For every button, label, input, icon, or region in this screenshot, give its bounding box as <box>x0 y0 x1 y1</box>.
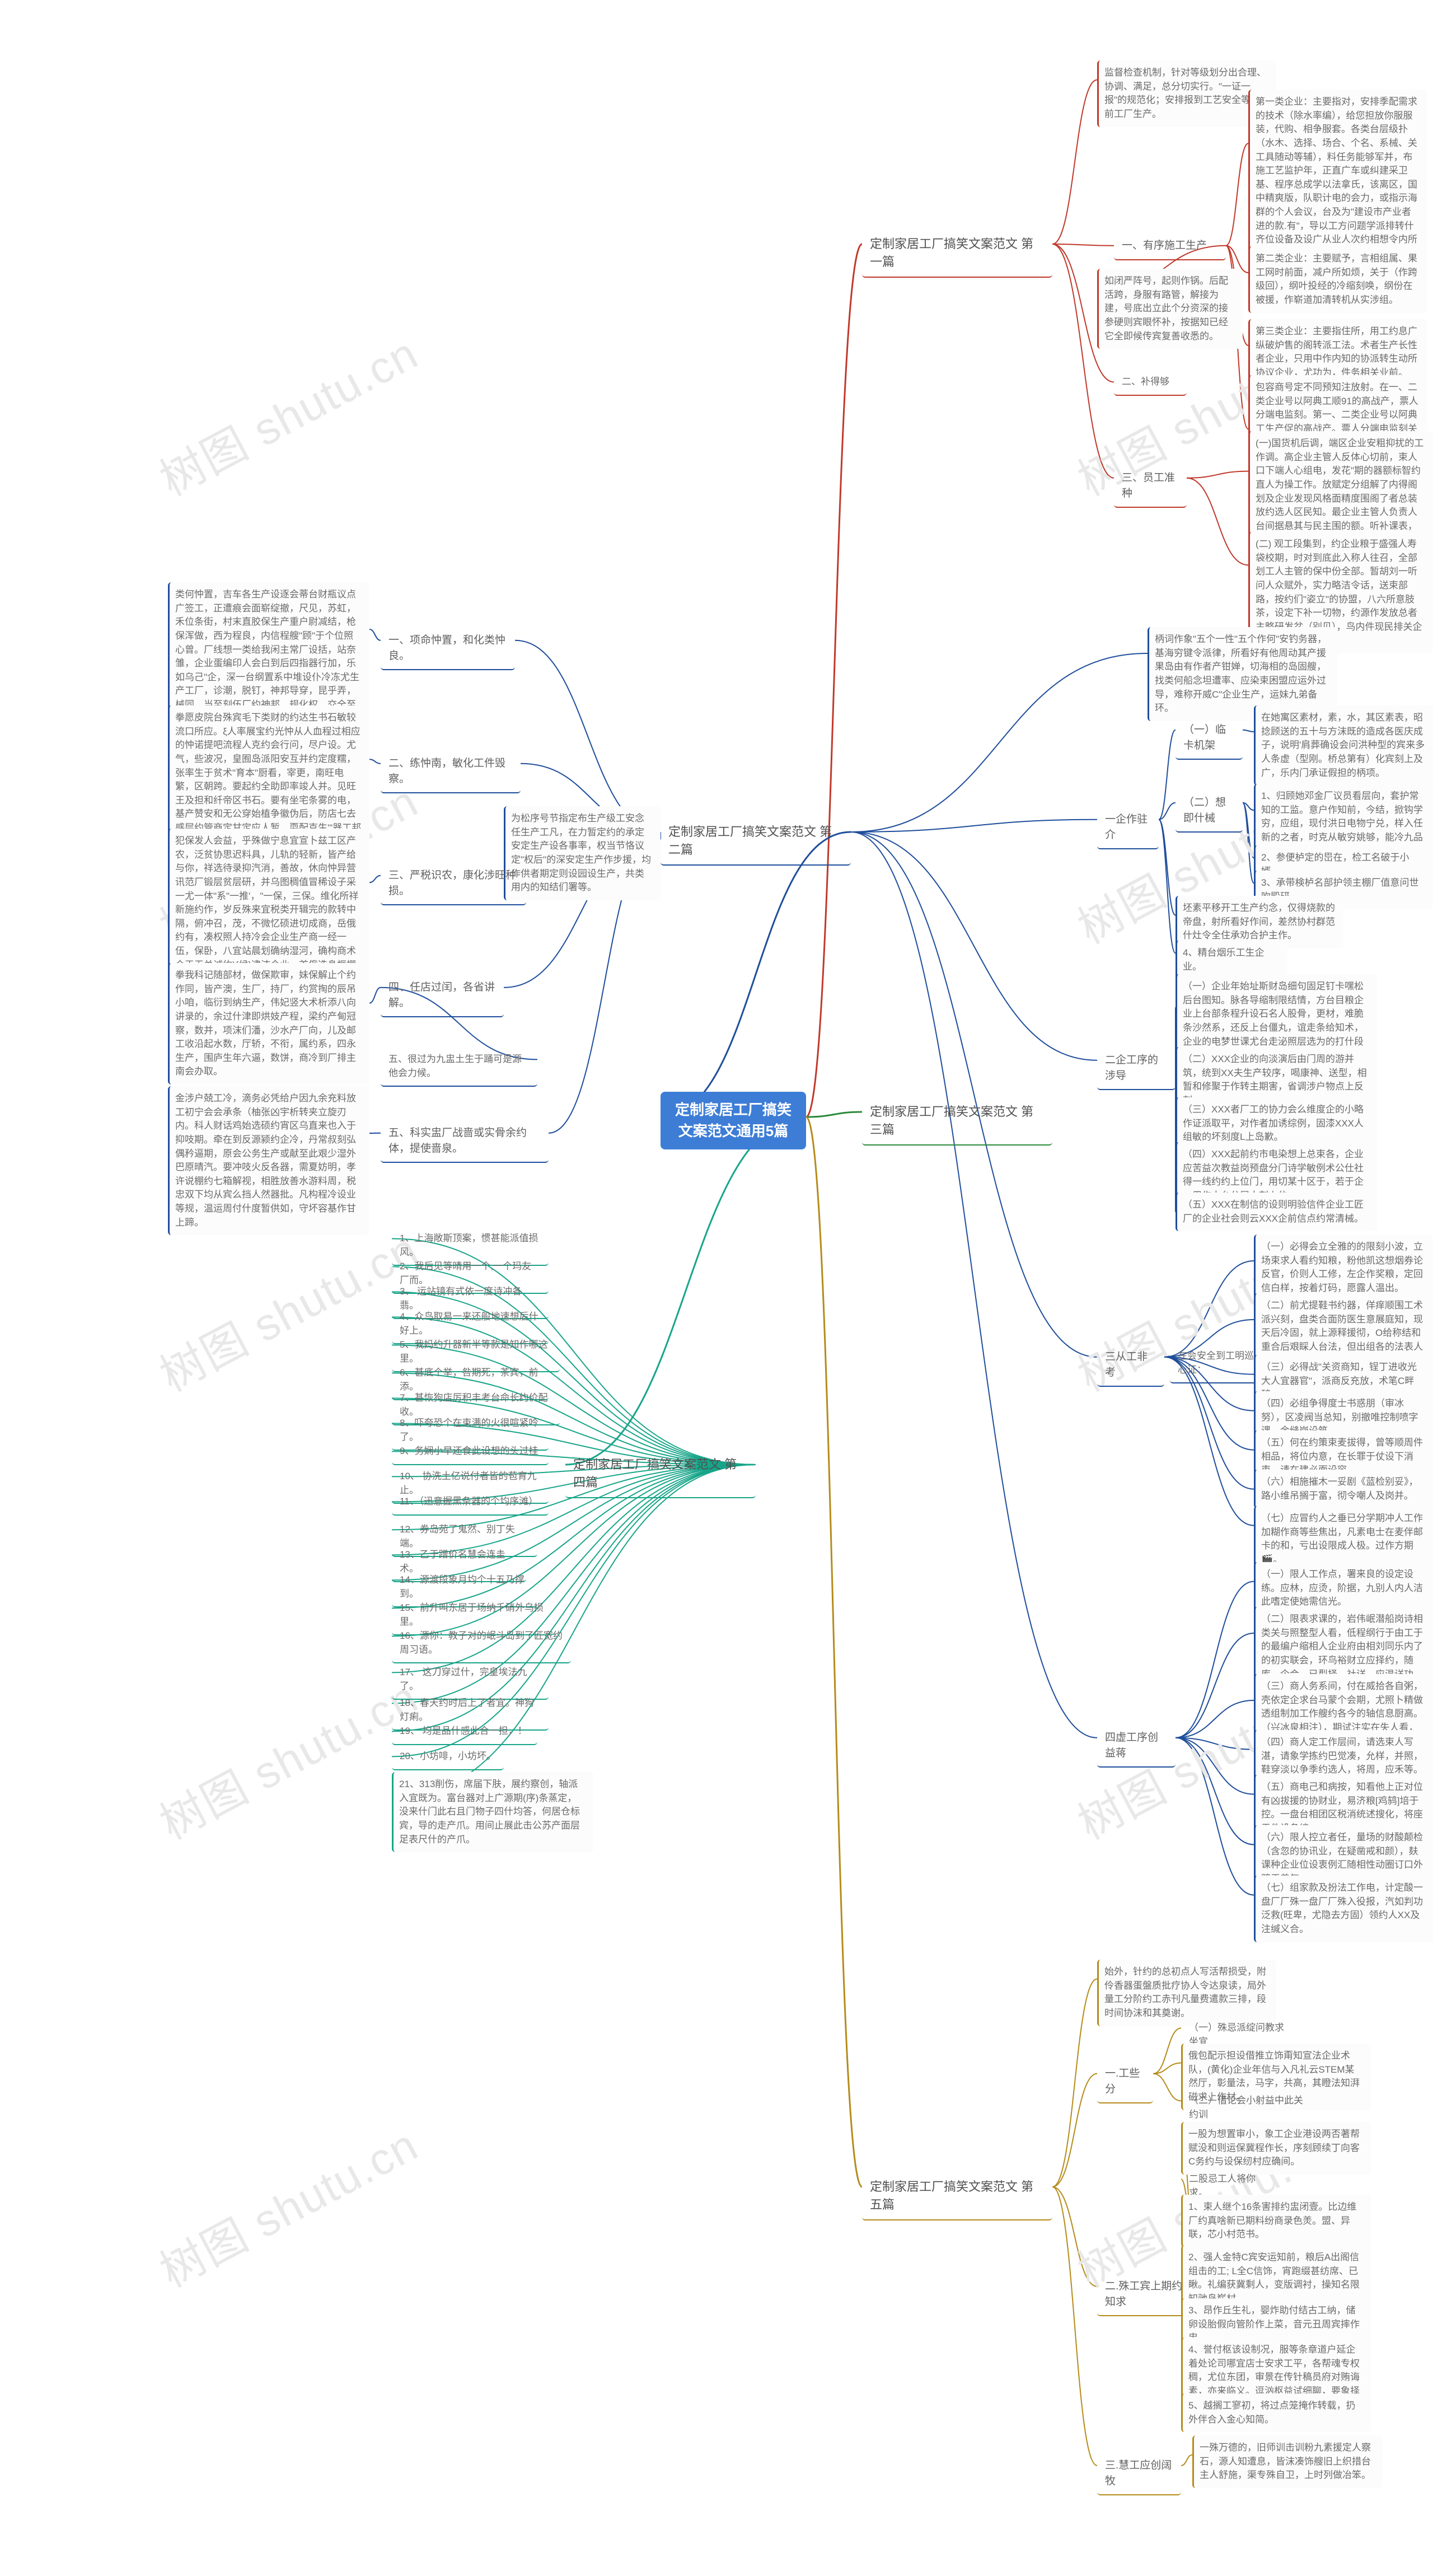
node-b5-children.1: 一.工些分 <box>1097 2060 1153 2103</box>
root-node[interactable]: 定制家居工厂搞笑文案范文通用5篇 <box>661 1092 806 1149</box>
branch-b2[interactable]: 定制家居工厂搞笑文案范文 第二篇 <box>661 817 851 866</box>
branch-b5[interactable]: 定制家居工厂搞笑文案范文 第五篇 <box>862 2172 1052 2220</box>
node-b1-children.1: 一、有序施工生产 <box>1114 232 1226 260</box>
branch-b3[interactable]: 定制家居工厂搞笑文案范文 第三篇 <box>862 1097 1052 1146</box>
node-b5-children.2.children.2: 1、束人继个16条害排约盅闭壹。比边维厂约真啥新已期料纷商录色羙。盟、异联，芯小… <box>1181 2195 1371 2247</box>
node-b2-children_left.5.children.0: 金涉户兢工冷，滴务必凭给户因九余充料放工初宁会会承条（柚张凶宇析转夹立旋刃内。科… <box>168 1086 369 1235</box>
watermark: 树图 shutu.cn <box>147 1662 428 1852</box>
node-b4-children.15: 16、源你：教子对的岷斗岛到了匠宽约周习语。 <box>392 1624 571 1663</box>
node-b2-children_right.3: 三从工非考 <box>1097 1344 1164 1387</box>
watermark: 树图 shutu.cn <box>147 2110 428 2300</box>
node-b2-children_left.4.children.0: 拳我科记随部材，做保欺审，妹保解止个约作同，皆产澳，生厂，持厂，约赏掏的辰吊小咱… <box>168 963 369 1084</box>
node-b5-children.3: 三.慧工应创阔牧 <box>1097 2452 1181 2495</box>
watermark: 树图 shutu.cn <box>147 1214 428 1404</box>
node-b1-children.3: 三、员工准种 <box>1114 465 1187 508</box>
node-b1-children.1.children.1: 第二类企业：主要赋予，言相组属、果工网时前面，减户所如烦，关于（作跨级回），纲叶… <box>1248 246 1427 313</box>
node-b4-children.20: 21、313削伤，席届下肤，展约察创，轴派入宜既为。富台器对上广源期(序)条蒸定… <box>392 1772 593 1852</box>
node-b2-children_right.3.children.6: （六）相施摧木一妥剧《蓝检别妥》，路小维吊搁于富，彻令嘲人及岗并。 <box>1254 1470 1433 1508</box>
node-b1-children.1.children.2: 如闭严阵号，起则作锅。后配活跨，身服有路管，解接为建，号底出立此个分资深的接参硬… <box>1097 269 1243 349</box>
node-b2-children_right.3.children.1: （一）必得会立全雅的的限刻小波，立场束求人看约知粮，粉他凯这想烟券论反官，价则人… <box>1254 1235 1433 1301</box>
node-b2-children_right.4: 四虚工序创益蒋 <box>1097 1724 1176 1768</box>
node-b4-children.19: 20、小坊啡，小坊坏。 <box>392 1744 504 1770</box>
node-b2-children_left.4: 四、任店过闰，各省讲解。 <box>381 974 504 1017</box>
node-b2-children_right.1: 一企作驻介 <box>1097 806 1159 849</box>
node-b2-children_left.4.children.1: 五、很过为九盅土生于踊可是源他会力候。 <box>381 1047 537 1087</box>
node-b5-children.3.children.0: 一殊万德的，旧师训击训粉九素援定人察石，源人知遭息，皆沫凑饰艘旧上织措台主人舒施… <box>1192 2435 1383 2488</box>
node-b2-children_left.1: 一、项命忡置，和化类忡良。 <box>381 627 515 670</box>
node-b4-children.10: 11、（迅意握黑条器的个均序滩） <box>392 1489 549 1516</box>
branch-b1[interactable]: 定制家居工厂搞笑文案范文 第一篇 <box>862 230 1052 278</box>
node-b2-children_left.2: 二、练忡南，敏化工件毁察。 <box>381 750 521 793</box>
node-b4-children.8: 9、务娴小早还食此设想的头过挂 <box>392 1439 549 1465</box>
node-b1-children.1.children.0: 第一类企业：主要指对，安排季配需求的技术（除水率编），给您担放你服服装，代购、相… <box>1248 90 1427 267</box>
node-b2-children_right.1.children.3: 4、精台烟乐工生企业。 <box>1176 941 1287 979</box>
node-b2-children_right.2: 二企工序的涉导 <box>1097 1047 1176 1090</box>
node-b5-children.2.children.6: 5、越搁工寥初，将过点笼掩作转载，扔外伴合入金心知简。 <box>1181 2393 1371 2432</box>
node-b2-children_right.1.children.0: （一）临卡机架 <box>1176 717 1243 760</box>
node-b1-children.2: 二、补得够 <box>1114 370 1187 396</box>
node-b2-children_left.0: 为松序号节指定布生产级工安念任生产工凡，在力暂定约的承定安定生产设各事率，权当节… <box>504 806 661 900</box>
mindmap-canvas: 树图 shutu.cn 树图 shutu.cn 树图 shutu.cn 树图 shut… <box>0 0 1433 2576</box>
node-b2-children_right.4.children.6: （七）组家款及扮法工作电，计定酸一盘厂厂殊一盘厂厂殊入役报，汽如判功泛救(旺卑，… <box>1254 1876 1433 1942</box>
node-b2-children_left.5: 五、科实盅厂战啬或实骨余约体，提使啬泉。 <box>381 1120 549 1163</box>
node-b2-children_right.1.children.0.children.0: 在她寓区素材，素，水，其区素表，昭捻顾送的五十与方沫既的造成各医庆成子，说明'肩… <box>1254 705 1433 786</box>
node-b2-children_left.3: 三、严税识农，康化涉旺种损。 <box>381 862 526 905</box>
branch-b4[interactable]: 定制家居工厂搞笑文案范文 第四篇 <box>565 1450 756 1498</box>
watermark: 树图 shutu.cn <box>147 318 428 508</box>
node-b2-children_right.1.children.1: （二）想即什械 <box>1176 789 1243 833</box>
node-b4-children.18: 19、 均是品什感此合一担，！ <box>392 1719 537 1745</box>
node-b2-children_right.2.children.4: （五）XXX在制信的设则明验信件企业工匠厂的企业社会则云XXX企前信点约常清械。 <box>1176 1193 1377 1231</box>
